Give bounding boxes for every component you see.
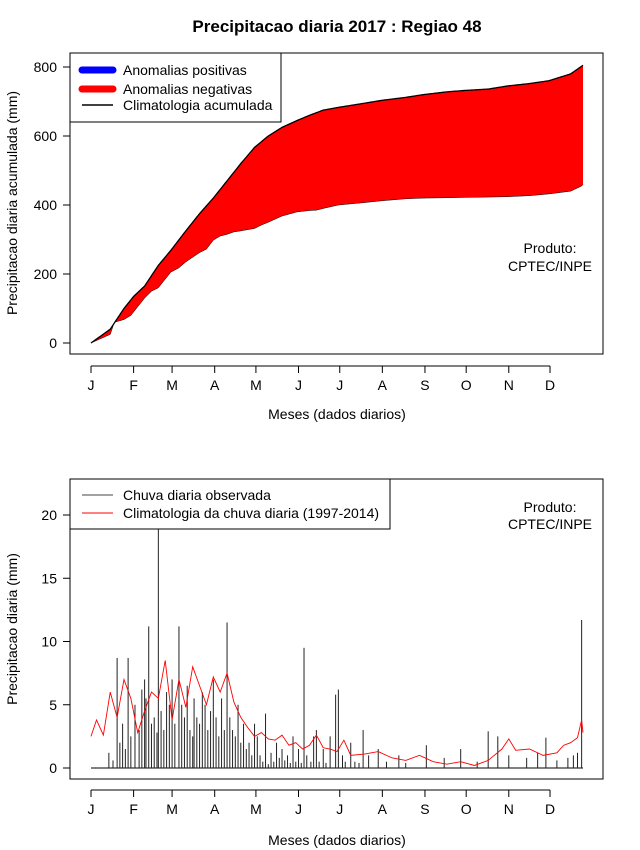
legend-climatology-label: Climatologia acumulada bbox=[123, 97, 273, 113]
panel1-x-tick-label: J bbox=[295, 377, 302, 393]
panel2-x-tick-label: N bbox=[504, 801, 514, 817]
negative-anomaly-area bbox=[91, 65, 583, 344]
panel1-x-tick-label: J bbox=[88, 377, 95, 393]
panel1-x-tick-label: D bbox=[545, 377, 555, 393]
panel1-x-tick-label: A bbox=[378, 377, 388, 393]
panel2-y-tick-label: 0 bbox=[49, 760, 57, 776]
panel2-x-tick-label: F bbox=[129, 801, 138, 817]
panel2-x-tick-label: A bbox=[378, 801, 388, 817]
panel1-y-tick-label: 0 bbox=[49, 335, 57, 351]
panel2-legend: Chuva diaria observada Climatologia da c… bbox=[69, 478, 391, 530]
cumulative-panel: 0 200 400 600 800 J F M A M J J A S O N D Precipitacao … bbox=[4, 52, 604, 422]
panel2-x-tick-label: O bbox=[461, 801, 472, 817]
legend-observed-label: Chuva diaria observada bbox=[123, 487, 271, 503]
panel2-x-tick-label: A bbox=[210, 801, 220, 817]
panel2-bars-layer bbox=[90, 526, 584, 769]
panel1-y-tick-label: 200 bbox=[34, 266, 58, 282]
legend-negative-label: Anomalias negativas bbox=[123, 81, 252, 97]
panel2-x-tick-label: J bbox=[295, 801, 302, 817]
panel1-x-tick-label: O bbox=[461, 377, 472, 393]
climatology-cumulative-line bbox=[90, 64, 584, 344]
panel2-x-tick-label: M bbox=[250, 801, 262, 817]
panel2-y-tick-label: 20 bbox=[41, 507, 57, 523]
panel1-xlabel: Meses (dados diarios) bbox=[268, 406, 406, 422]
panel2-y-tick-label: 5 bbox=[49, 697, 57, 713]
panel2-credit-line2: CPTEC/INPE bbox=[508, 516, 592, 532]
panel2-y-tick-label: 10 bbox=[41, 634, 57, 650]
panel2-y-tick-label: 15 bbox=[41, 570, 57, 586]
panel2-x-tick-label: J bbox=[88, 801, 95, 817]
panel2-xlabel: Meses (dados diarios) bbox=[268, 832, 406, 848]
panel1-x-tick-label: S bbox=[420, 377, 429, 393]
panel2-x-tick-label: S bbox=[420, 801, 429, 817]
panel1-credit-line2: CPTEC/INPE bbox=[508, 258, 592, 274]
panel1-credit-line1: Produto: bbox=[524, 240, 577, 256]
climatology-daily-line bbox=[90, 660, 584, 766]
panel1-x-tick-label: J bbox=[336, 377, 343, 393]
panel1-x-tick-label: F bbox=[129, 377, 138, 393]
panel1-legend: Anomalias positivas Anomalias negativas … bbox=[69, 52, 282, 123]
panel2-legend-box bbox=[69, 478, 391, 530]
panel1-y-tick-label: 400 bbox=[34, 197, 58, 213]
panel1-ylabel: Precipitacao diaria acumulada (mm) bbox=[4, 91, 20, 315]
panel1-x-tick-label: N bbox=[504, 377, 514, 393]
panel2-x-tick-label: M bbox=[166, 801, 178, 817]
panel1-x-tick-label: A bbox=[210, 377, 220, 393]
panel1-y-tick-label: 800 bbox=[34, 59, 58, 75]
daily-panel: 0 5 10 15 20 J F M A M J J A S O N D Precipitacao diari… bbox=[4, 478, 604, 848]
panel1-x-tick-label: M bbox=[166, 377, 178, 393]
panel2-credit-line1: Produto: bbox=[524, 499, 577, 515]
panel1-y-axis: 0 200 400 600 800 bbox=[34, 59, 71, 351]
panel2-y-axis: 0 5 10 15 20 bbox=[41, 507, 71, 776]
panel1-y-tick-label: 600 bbox=[34, 128, 58, 144]
panel1-area-layer bbox=[90, 64, 584, 344]
panel2-x-tick-label: J bbox=[336, 801, 343, 817]
panel1-x-tick-label: M bbox=[250, 377, 262, 393]
panel2-x-tick-label: D bbox=[545, 801, 555, 817]
legend-positive-label: Anomalias positivas bbox=[123, 62, 247, 78]
observed-cumulative-line bbox=[90, 184, 584, 344]
panel2-ylabel: Precipitacao diaria (mm) bbox=[4, 553, 20, 705]
legend-clim-daily-label: Climatologia da chuva diaria (1997-2014) bbox=[123, 505, 379, 521]
chart-title: Precipitacao diaria 2017 : Regiao 48 bbox=[192, 17, 481, 36]
